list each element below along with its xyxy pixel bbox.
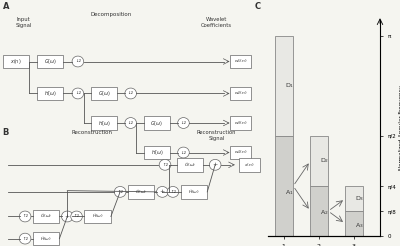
- Circle shape: [125, 118, 136, 128]
- FancyBboxPatch shape: [37, 87, 63, 100]
- Text: $x(n)$: $x(n)$: [244, 161, 255, 168]
- FancyBboxPatch shape: [230, 87, 251, 100]
- Text: ↑2: ↑2: [22, 215, 28, 218]
- FancyBboxPatch shape: [230, 55, 251, 68]
- Text: Reconstruction: Reconstruction: [72, 130, 113, 135]
- Text: $\tilde{G}(\omega)$: $\tilde{G}(\omega)$: [40, 213, 52, 220]
- Text: $H(\omega)$: $H(\omega)$: [150, 148, 164, 157]
- Text: $w_2(n)$: $w_2(n)$: [234, 90, 247, 97]
- FancyBboxPatch shape: [230, 116, 251, 130]
- Text: +: +: [212, 162, 218, 167]
- Text: ↑2: ↑2: [162, 163, 168, 167]
- Text: +: +: [160, 189, 165, 194]
- FancyBboxPatch shape: [91, 116, 118, 130]
- FancyBboxPatch shape: [37, 55, 63, 68]
- FancyBboxPatch shape: [177, 158, 203, 172]
- Bar: [310, 136, 328, 186]
- Text: +: +: [65, 214, 70, 219]
- Text: A: A: [3, 2, 9, 12]
- Text: $G(\omega)$: $G(\omega)$: [98, 89, 111, 98]
- Text: B: B: [3, 128, 9, 137]
- Text: $\tilde{H}(\omega)$: $\tilde{H}(\omega)$: [92, 213, 104, 220]
- FancyBboxPatch shape: [144, 116, 170, 130]
- Text: ↑2: ↑2: [117, 190, 123, 194]
- Circle shape: [156, 186, 168, 197]
- Text: $w_4(n)$: $w_4(n)$: [234, 149, 247, 156]
- Text: $\tilde{H}(\omega)$: $\tilde{H}(\omega)$: [188, 188, 200, 196]
- Text: $H(\omega)$: $H(\omega)$: [98, 119, 111, 127]
- Text: ↓2: ↓2: [75, 60, 81, 63]
- Text: ↓2: ↓2: [128, 121, 134, 125]
- Bar: [275, 36, 292, 136]
- Circle shape: [178, 118, 189, 128]
- Circle shape: [71, 211, 82, 222]
- FancyBboxPatch shape: [91, 87, 118, 100]
- FancyBboxPatch shape: [144, 146, 170, 159]
- Bar: [275, 136, 292, 236]
- Text: $\tilde{H}(\omega)$: $\tilde{H}(\omega)$: [40, 235, 52, 243]
- Circle shape: [62, 211, 73, 222]
- Circle shape: [19, 233, 31, 244]
- Text: $w_3(n)$: $w_3(n)$: [234, 119, 247, 127]
- Text: $\tilde{G}(\omega)$: $\tilde{G}(\omega)$: [135, 188, 147, 196]
- Text: Wavelet
Coefficients: Wavelet Coefficients: [201, 17, 232, 28]
- Text: A$_2$: A$_2$: [320, 208, 329, 216]
- Text: ↓2: ↓2: [128, 92, 134, 95]
- Text: $G(\omega)$: $G(\omega)$: [150, 119, 164, 127]
- Text: ↓2: ↓2: [180, 121, 186, 125]
- FancyBboxPatch shape: [33, 210, 59, 223]
- Text: D$_2$: D$_2$: [320, 156, 329, 166]
- Circle shape: [178, 147, 189, 158]
- Bar: [310, 186, 328, 236]
- Circle shape: [209, 159, 221, 170]
- FancyBboxPatch shape: [181, 185, 207, 199]
- Circle shape: [114, 186, 126, 197]
- Text: C: C: [255, 2, 261, 12]
- Text: ↑2: ↑2: [74, 215, 80, 218]
- Text: ↓2: ↓2: [75, 92, 81, 95]
- Text: ↑2: ↑2: [170, 190, 176, 194]
- FancyBboxPatch shape: [3, 55, 29, 68]
- Text: $\tilde{G}(\omega)$: $\tilde{G}(\omega)$: [184, 161, 196, 169]
- FancyBboxPatch shape: [239, 158, 260, 172]
- Text: ↓2: ↓2: [180, 151, 186, 154]
- Text: $G(\omega)$: $G(\omega)$: [44, 57, 57, 66]
- Y-axis label: Normalized Angular Frequency: Normalized Angular Frequency: [399, 86, 400, 170]
- FancyBboxPatch shape: [128, 185, 154, 199]
- Circle shape: [159, 159, 171, 170]
- Text: A$_3$: A$_3$: [355, 221, 364, 230]
- Circle shape: [167, 186, 179, 197]
- Text: Input
Signal: Input Signal: [16, 17, 32, 28]
- FancyBboxPatch shape: [230, 146, 251, 159]
- Text: $x(n)$: $x(n)$: [10, 57, 22, 66]
- Bar: [345, 186, 362, 211]
- Circle shape: [125, 88, 136, 99]
- Circle shape: [72, 56, 84, 67]
- Text: ↑2: ↑2: [22, 237, 28, 241]
- FancyBboxPatch shape: [84, 210, 111, 223]
- Circle shape: [19, 211, 31, 222]
- FancyBboxPatch shape: [33, 232, 59, 246]
- Text: D$_3$: D$_3$: [355, 194, 364, 203]
- Text: Decomposition: Decomposition: [90, 12, 132, 17]
- Text: $H(\omega)$: $H(\omega)$: [44, 89, 57, 98]
- Text: $w_1(n)$: $w_1(n)$: [234, 58, 247, 65]
- Circle shape: [72, 88, 84, 99]
- Text: A$_1$: A$_1$: [285, 188, 294, 197]
- Bar: [345, 211, 362, 236]
- Text: Reconstruction
Signal: Reconstruction Signal: [197, 130, 236, 141]
- Text: D$_1$: D$_1$: [285, 81, 294, 90]
